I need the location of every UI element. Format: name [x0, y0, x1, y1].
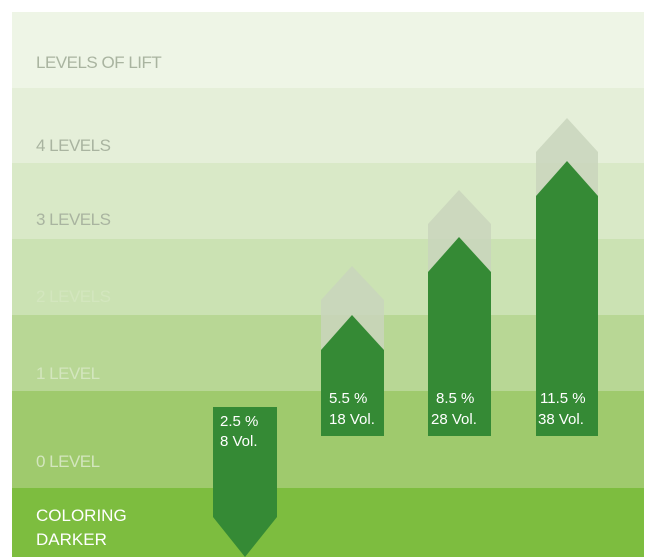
arrow	[536, 161, 598, 436]
level-label: 3 LEVELS	[36, 210, 111, 229]
arrow-volume: 8 Vol.	[220, 433, 258, 450]
arrow	[428, 237, 491, 436]
arrow-percent: 2.5 %	[220, 413, 258, 430]
bottom-label: COLORING	[36, 506, 127, 525]
arrow-percent: 5.5 %	[329, 390, 367, 407]
arrow	[213, 407, 277, 557]
arrow-volume: 38 Vol.	[538, 411, 584, 428]
arrow-ghost	[536, 118, 598, 196]
arrow-percent: 11.5 %	[540, 390, 586, 407]
arrow-volume: 18 Vol.	[329, 411, 375, 428]
arrow	[321, 315, 384, 436]
level-label: 4 LEVELS	[36, 136, 111, 155]
arrow-ghost	[428, 190, 491, 272]
title: LEVELS OF LIFT	[36, 53, 161, 72]
arrow-volume: 28 Vol.	[431, 411, 477, 428]
band	[12, 488, 644, 557]
level-label: 1 LEVEL	[36, 364, 100, 383]
bottom-label: DARKER	[36, 530, 107, 549]
arrow-percent: 8.5 %	[436, 390, 474, 407]
arrow-ghost	[321, 266, 384, 350]
level-label: 0 LEVEL	[36, 452, 100, 471]
band	[12, 12, 644, 88]
level-label: 2 LEVELS	[36, 287, 111, 306]
